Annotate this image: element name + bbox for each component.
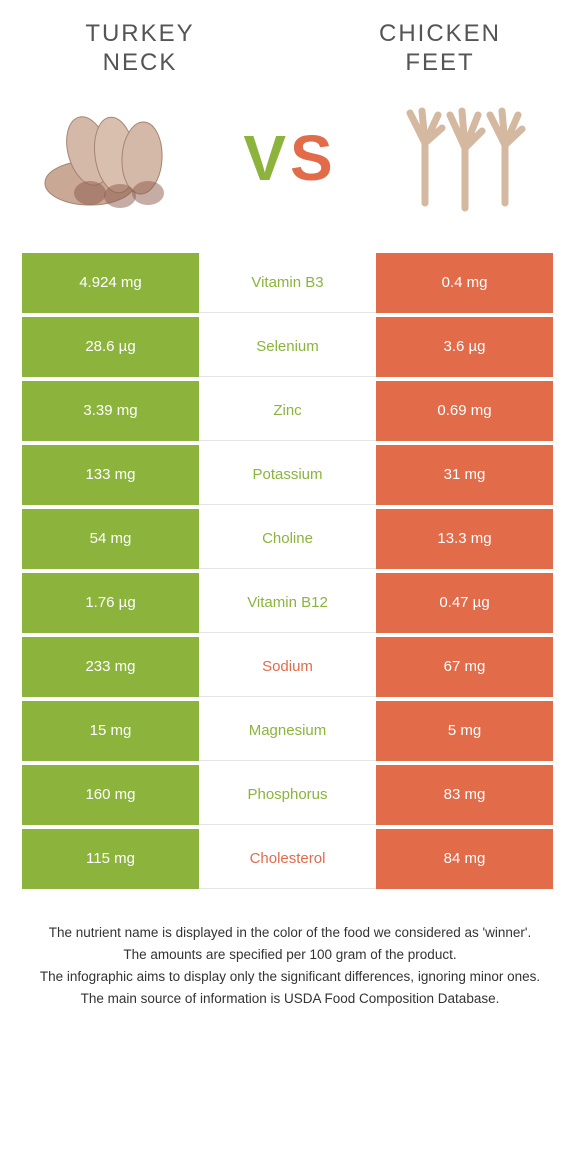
nutrient-label: Vitamin B3 <box>199 253 376 313</box>
images-row: VS <box>0 78 580 253</box>
left-food-title: TURKEY NECK <box>50 20 230 78</box>
right-value: 0.69 mg <box>376 381 553 441</box>
left-value: 233 mg <box>22 637 199 697</box>
chicken-feet-image <box>380 93 550 223</box>
left-value: 160 mg <box>22 765 199 825</box>
left-value: 15 mg <box>22 701 199 761</box>
table-row: 233 mgSodium67 mg <box>22 637 558 697</box>
right-title-line1: CHICKEN <box>350 20 530 49</box>
table-row: 115 mgCholesterol84 mg <box>22 829 558 889</box>
nutrient-label: Vitamin B12 <box>199 573 376 633</box>
vs-v: V <box>243 122 290 194</box>
nutrient-label: Cholesterol <box>199 829 376 889</box>
header: TURKEY NECK CHICKEN FEET <box>0 0 580 78</box>
left-value: 1.76 µg <box>22 573 199 633</box>
vs-label: VS <box>243 121 336 195</box>
left-title-line1: TURKEY <box>50 20 230 49</box>
footer-line2: The amounts are specified per 100 gram o… <box>35 945 545 965</box>
nutrient-label: Phosphorus <box>199 765 376 825</box>
right-title-line2: FEET <box>350 49 530 78</box>
right-value: 83 mg <box>376 765 553 825</box>
right-value: 5 mg <box>376 701 553 761</box>
right-value: 31 mg <box>376 445 553 505</box>
left-value: 4.924 mg <box>22 253 199 313</box>
footer-line3: The infographic aims to display only the… <box>35 967 545 987</box>
right-value: 3.6 µg <box>376 317 553 377</box>
left-value: 133 mg <box>22 445 199 505</box>
footer-notes: The nutrient name is displayed in the co… <box>0 893 580 1010</box>
left-value: 115 mg <box>22 829 199 889</box>
nutrient-label: Zinc <box>199 381 376 441</box>
table-row: 3.39 mgZinc0.69 mg <box>22 381 558 441</box>
left-title-line2: NECK <box>50 49 230 78</box>
vs-s: S <box>290 122 337 194</box>
nutrient-label: Magnesium <box>199 701 376 761</box>
table-row: 4.924 mgVitamin B30.4 mg <box>22 253 558 313</box>
left-value: 3.39 mg <box>22 381 199 441</box>
table-row: 28.6 µgSelenium3.6 µg <box>22 317 558 377</box>
right-food-title: CHICKEN FEET <box>350 20 530 78</box>
table-row: 160 mgPhosphorus83 mg <box>22 765 558 825</box>
table-row: 54 mgCholine13.3 mg <box>22 509 558 569</box>
right-value: 13.3 mg <box>376 509 553 569</box>
left-value: 54 mg <box>22 509 199 569</box>
right-value: 67 mg <box>376 637 553 697</box>
nutrient-label: Sodium <box>199 637 376 697</box>
right-value: 0.4 mg <box>376 253 553 313</box>
nutrient-label: Choline <box>199 509 376 569</box>
table-row: 1.76 µgVitamin B120.47 µg <box>22 573 558 633</box>
left-value: 28.6 µg <box>22 317 199 377</box>
right-value: 84 mg <box>376 829 553 889</box>
nutrient-label: Selenium <box>199 317 376 377</box>
footer-line4: The main source of information is USDA F… <box>35 989 545 1009</box>
turkey-neck-image <box>30 93 200 223</box>
footer-line1: The nutrient name is displayed in the co… <box>35 923 545 943</box>
right-value: 0.47 µg <box>376 573 553 633</box>
nutrient-label: Potassium <box>199 445 376 505</box>
table-row: 15 mgMagnesium5 mg <box>22 701 558 761</box>
table-row: 133 mgPotassium31 mg <box>22 445 558 505</box>
comparison-table: 4.924 mgVitamin B30.4 mg28.6 µgSelenium3… <box>0 253 580 889</box>
